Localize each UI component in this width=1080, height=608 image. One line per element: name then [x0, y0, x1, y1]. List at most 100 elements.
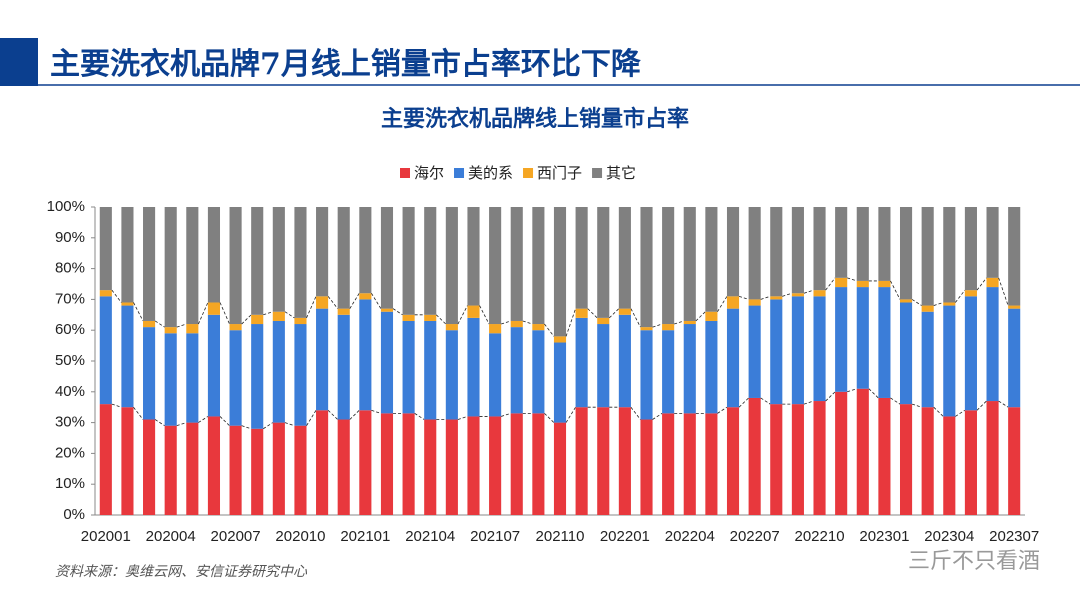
bar-segment [359, 293, 372, 300]
connector-line [284, 311, 295, 319]
connector-line [349, 409, 360, 420]
bar-segment [1008, 308, 1021, 408]
bar-segment [337, 207, 350, 309]
connector-line [133, 302, 144, 322]
bar-segment [229, 425, 242, 515]
bar-segment [986, 287, 999, 402]
x-tick-label: 202010 [275, 528, 325, 545]
bar-segment [705, 413, 718, 515]
bar-segment [943, 416, 956, 515]
legend-swatch [523, 168, 534, 178]
bar-segment [143, 327, 156, 420]
y-tick-label: 50% [55, 352, 85, 369]
bar-segment [575, 317, 588, 408]
connector-line [198, 416, 209, 423]
connector-line [479, 305, 490, 325]
bar-segment [597, 324, 610, 408]
bar-segment [380, 311, 394, 414]
connector-line [544, 413, 555, 423]
connector-line [349, 293, 360, 309]
bar-segment [791, 293, 804, 297]
bar-segment [597, 207, 610, 318]
bar-segment [207, 314, 221, 417]
bar-segment [878, 287, 891, 398]
connector-line [825, 277, 836, 291]
connector-line [263, 422, 273, 430]
connector-line [587, 308, 598, 319]
bar-segment [683, 413, 696, 515]
bar-segment [359, 410, 372, 515]
bar-segment [813, 296, 826, 402]
x-tick-label: 202201 [600, 528, 650, 545]
connector-line [955, 409, 966, 417]
bar-segment [964, 207, 977, 291]
bar-segment [705, 320, 718, 414]
bar-segment [424, 419, 437, 515]
bar-segment [402, 320, 415, 414]
connector-line [998, 277, 1009, 306]
bar-segment [294, 317, 307, 325]
connector-line [544, 323, 555, 337]
slide-title: 主要洗衣机品牌7月线上销量市占率环比下降 [50, 47, 642, 82]
y-tick-label: 60% [55, 321, 85, 338]
connector-line [565, 308, 576, 337]
x-tick-label: 202210 [795, 528, 845, 545]
bar-segment [143, 320, 156, 328]
bar-segment [402, 207, 415, 315]
bar-segment [143, 419, 156, 515]
bar-segment [445, 419, 458, 515]
bar-segment [640, 327, 653, 331]
connector-line [955, 289, 966, 303]
bar-segment [856, 207, 869, 281]
bar-segment [835, 287, 848, 392]
bar-segment [489, 333, 502, 417]
bar-segment [359, 299, 372, 411]
bar-segment [316, 296, 329, 309]
bar-segment [964, 296, 977, 411]
bar-segment [337, 419, 350, 515]
bar-segment [986, 277, 999, 288]
x-tick-label: 202101 [340, 528, 390, 545]
bar-segment [272, 311, 285, 321]
bar-segment [467, 416, 480, 515]
bar-segment [986, 207, 999, 278]
bar-segment [186, 422, 199, 515]
bar-segment [726, 207, 740, 297]
bar-segment [791, 296, 804, 405]
bar-segment [813, 207, 826, 291]
connector-line [154, 320, 165, 328]
bar-segment [510, 327, 523, 414]
connector-line [284, 422, 295, 427]
chart-title: 主要洗衣机品牌线上销量市占率 [381, 106, 689, 132]
bar-segment [878, 207, 891, 281]
bar-segment [229, 207, 242, 325]
connector-line [652, 413, 663, 420]
legend-label: 西门子 [537, 164, 582, 182]
bar-segment [575, 207, 588, 309]
bar-segment [618, 308, 631, 315]
bar-segment [532, 207, 545, 325]
bar-segment [921, 207, 934, 306]
connector-line [111, 289, 122, 303]
connector-line [414, 413, 425, 420]
connector-line [457, 416, 468, 420]
connector-line [198, 302, 209, 325]
connector-line [847, 388, 857, 393]
bar-segment [770, 296, 783, 300]
bar-segment [424, 207, 437, 315]
bar-segment [770, 299, 783, 405]
bar-segment [489, 324, 502, 334]
connector-line [327, 409, 338, 420]
x-tick-label: 202110 [536, 528, 585, 545]
connector-line [933, 302, 944, 306]
title-marker [0, 38, 38, 86]
connector-line [825, 391, 836, 402]
bar-segment [316, 207, 329, 297]
bar-segment [835, 277, 848, 288]
x-tick-label: 202104 [405, 528, 455, 545]
bar-segment [532, 413, 545, 515]
bar-segment [813, 290, 826, 297]
bar-segment [186, 333, 199, 423]
bar-segment [662, 324, 675, 331]
bar-segment [899, 299, 913, 303]
